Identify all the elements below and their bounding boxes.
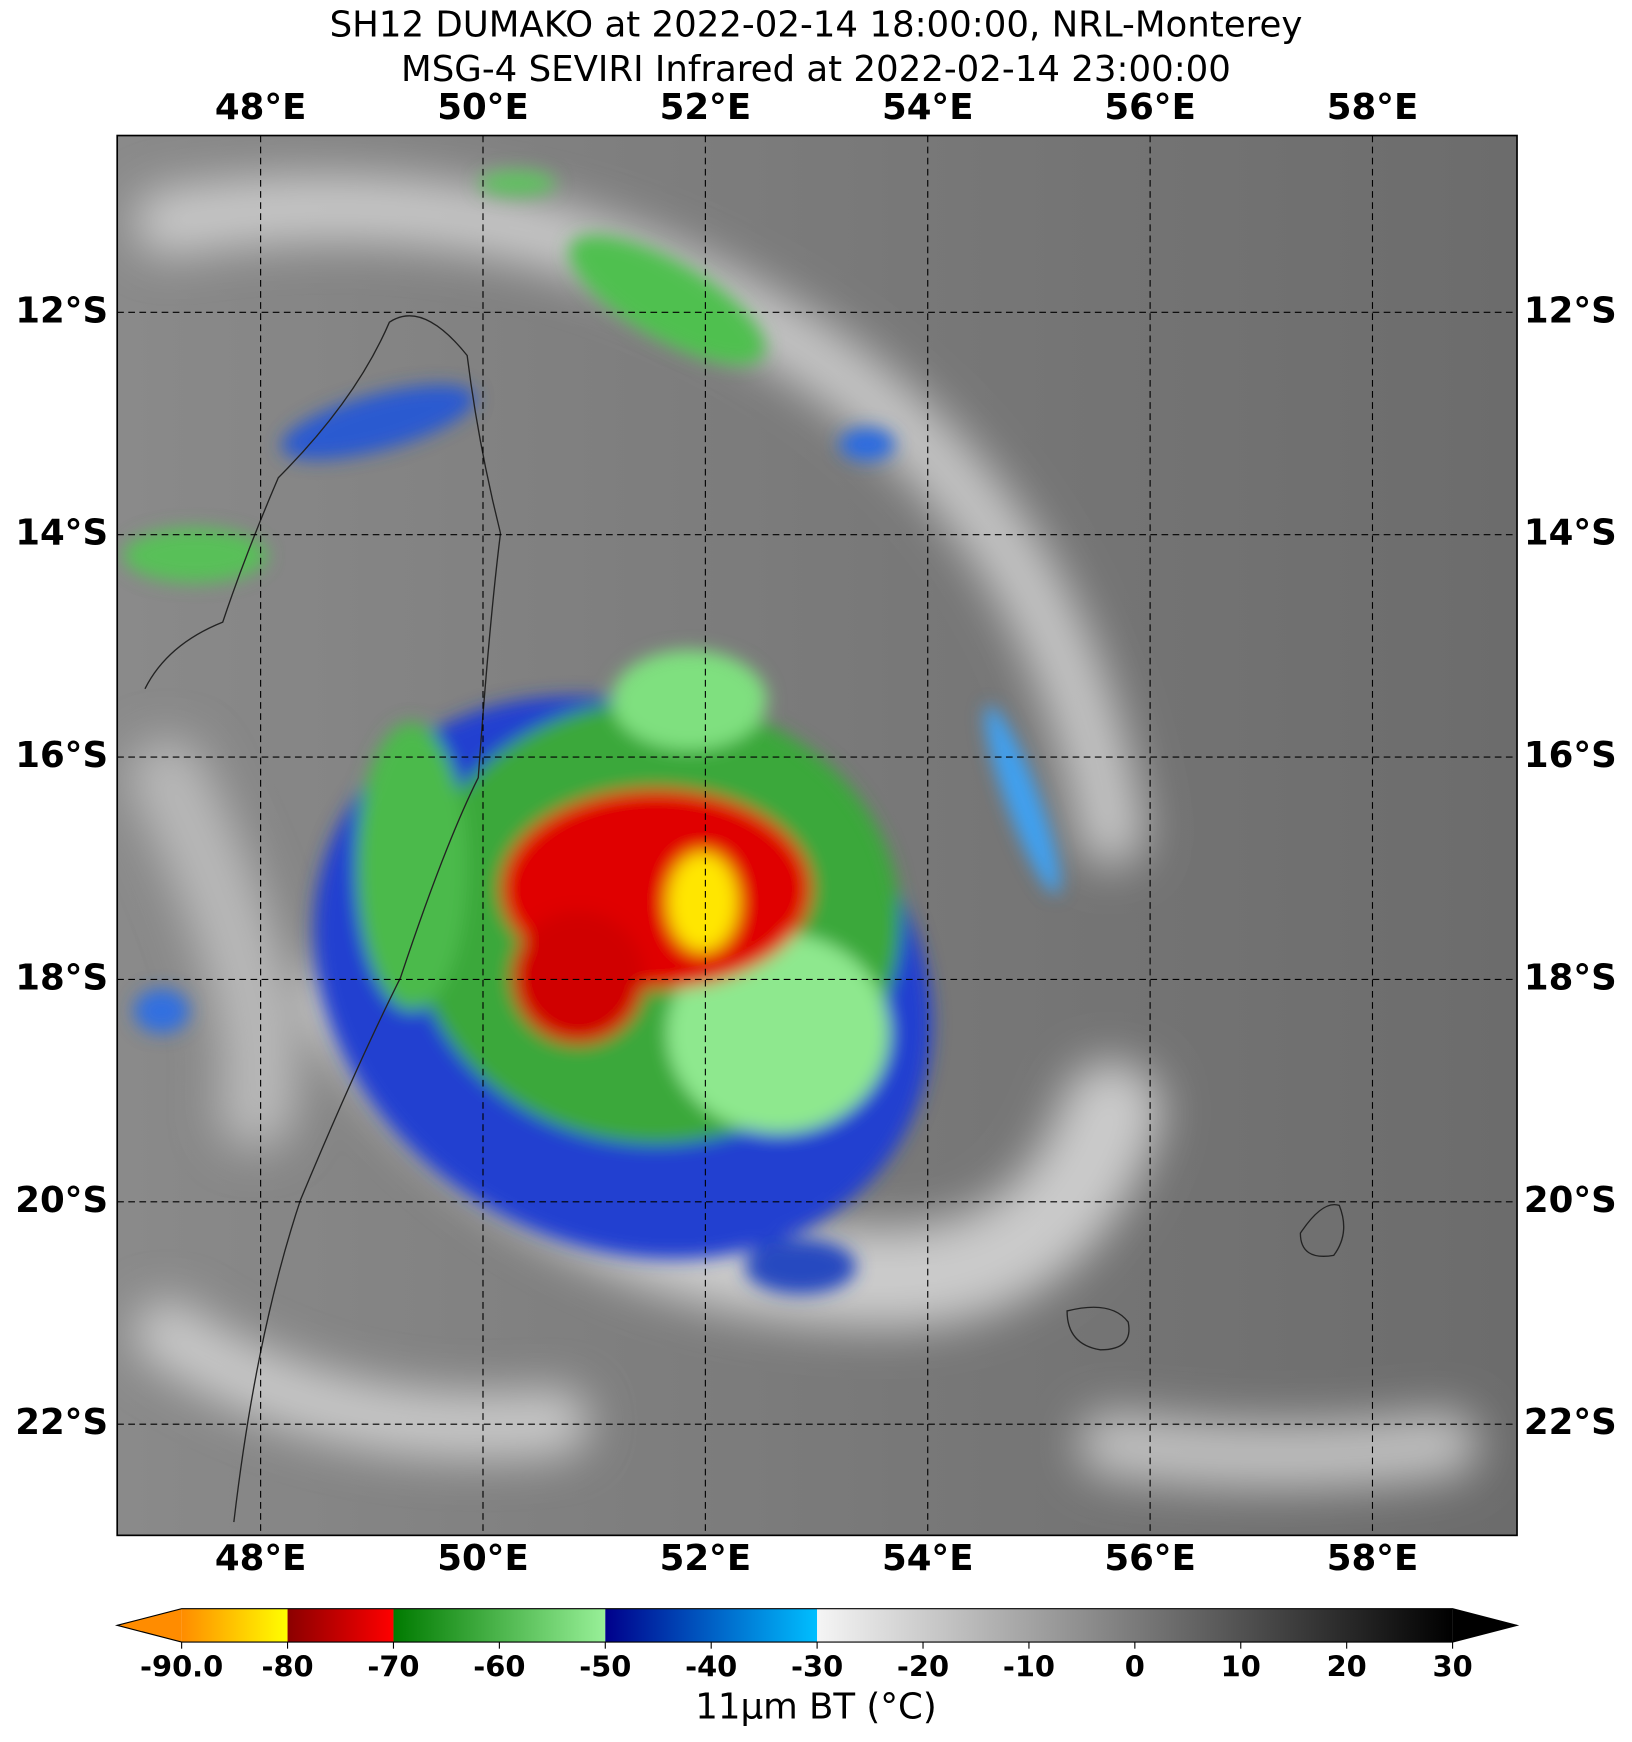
y-tick-label: 16°S [15, 735, 108, 776]
colorbar-tick-label: 10 [1221, 1650, 1261, 1684]
x-tick-label: 52°E [660, 87, 752, 128]
y-tick-label: 22°S [15, 1402, 108, 1443]
colorbar-tick-label: -30 [791, 1650, 843, 1684]
satellite-image [117, 135, 1518, 1536]
y-tick-label: 14°S [1524, 513, 1617, 554]
graticule: 48°E 48°E 50°E 50°E 52°E 52°E 54°E 54°E 56°E 56°E… [15, 87, 1617, 1579]
colorbar-tick-label: -10 [1003, 1650, 1055, 1684]
colorbar-segment [605, 1608, 818, 1643]
x-tick-label: 56°E [1104, 1538, 1196, 1579]
y-tick-label: 22°S [1524, 1402, 1617, 1443]
colorbar-tick-label: -70 [367, 1650, 419, 1684]
x-tick-label: 50°E [437, 87, 529, 128]
colorbar-extend-low [117, 1608, 182, 1643]
y-tick-label: 14°S [15, 513, 108, 554]
y-tick-label: 20°S [15, 1180, 108, 1221]
y-tick-label: 18°S [15, 957, 108, 998]
y-tick-label: 12°S [15, 290, 108, 331]
colorbar-tick-label: 20 [1327, 1650, 1367, 1684]
y-tick-label: 16°S [1524, 735, 1617, 776]
colorbar-segment [393, 1608, 606, 1643]
colorbar-tick-label: -20 [897, 1650, 949, 1684]
y-tick-label: 12°S [1524, 290, 1617, 331]
colorbar-tick-label: -90.0 [140, 1650, 223, 1684]
colorbar-tick-label: -60 [473, 1650, 525, 1684]
x-tick-label: 54°E [882, 87, 974, 128]
colorbar-segment [287, 1608, 394, 1643]
y-tick-label: 18°S [1524, 957, 1617, 998]
x-tick-label: 48°E [215, 87, 307, 128]
y-tick-label: 20°S [1524, 1180, 1617, 1221]
colorbar-tick-label: 0 [1125, 1650, 1145, 1684]
x-tick-label: 48°E [215, 1538, 307, 1579]
x-tick-label: 58°E [1327, 1538, 1419, 1579]
colorbar-segment [817, 1608, 1453, 1643]
x-tick-label: 56°E [1104, 87, 1196, 128]
map-frame [116, 134, 1518, 1537]
title-line: MSG-4 SEVIRI Infrared at 2022-02-14 23:0… [401, 49, 1231, 90]
colorbar-extend-high [1452, 1608, 1518, 1643]
title-line: SH12 DUMAKO at 2022-02-14 18:00:00, NRL-… [330, 5, 1303, 46]
colorbar-segment [181, 1608, 288, 1643]
colorbar-tick-label: 30 [1432, 1650, 1472, 1684]
colorbar-tick-label: -50 [579, 1650, 631, 1684]
colorbar-label: 11μm BT (°C) [695, 1687, 937, 1728]
colorbar: -90.0 -80 -70 -60 -50 -40 -30 -20 -10 0 10 20 30 [114, 1608, 1520, 1684]
colorbar-tick-label: -80 [261, 1650, 313, 1684]
x-tick-label: 52°E [660, 1538, 752, 1579]
x-tick-label: 50°E [437, 1538, 529, 1579]
colorbar-tick-label: -40 [685, 1650, 737, 1684]
x-tick-label: 54°E [882, 1538, 974, 1579]
x-tick-label: 58°E [1327, 87, 1419, 128]
